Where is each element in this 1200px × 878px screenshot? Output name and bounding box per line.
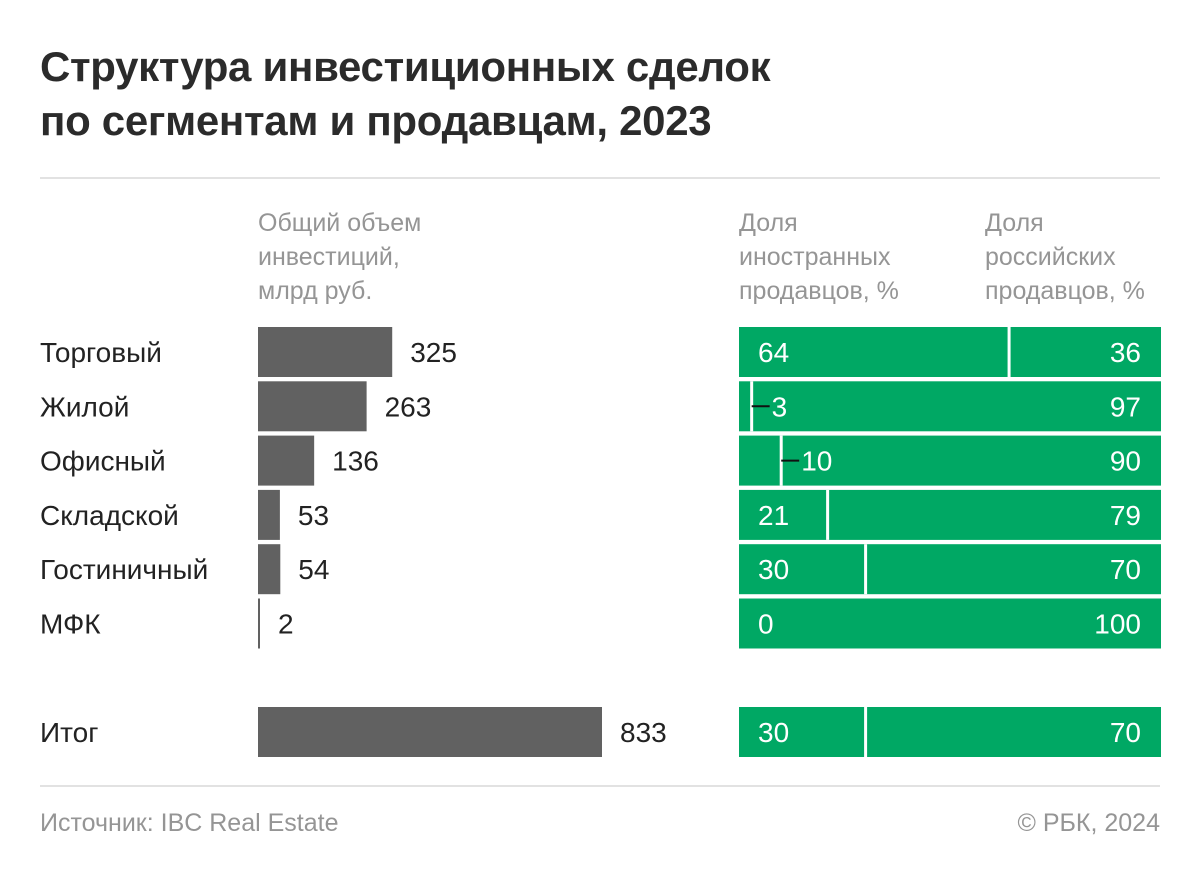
row-4-foreign-label: 21 [758,500,789,531]
row-4-share-divider [826,489,830,540]
row-2-share-bar [739,381,1161,432]
row-6-foreign-label: 0 [758,609,774,640]
row-3-foreign-label: 10 [801,446,832,477]
row-total-share-divider [864,707,868,757]
foreign-header-line-2: иностранных [739,243,891,271]
row-6-label: МФК [40,609,101,640]
row-5-volume-bar [258,544,281,595]
russian-header-line-3: продавцов, % [985,277,1145,305]
row-4-volume-bar [258,489,280,540]
row-4-russian-label: 79 [1110,500,1141,531]
row-6-volume-bar [258,598,260,649]
top-divider [40,177,1160,179]
row-5-foreign-label: 30 [758,554,789,585]
row-1-foreign-label: 64 [758,337,789,368]
row-6-share-bar [739,598,1161,649]
bottom-divider [40,785,1160,787]
row-total-volume-label: 833 [620,717,667,748]
row-3-volume-label: 136 [332,446,379,477]
row-total-russian-label: 70 [1110,717,1141,748]
row-6-russian-label: 100 [1094,609,1141,640]
row-4-label: Складской [40,500,179,531]
row-4-volume-label: 53 [298,500,329,531]
row-5-share-divider [864,544,868,595]
row-2-label: Жилой [40,391,129,422]
volume-header-line-2: инвестиций, [258,243,400,271]
source-note: Источник: IBC Real Estate [40,809,339,837]
foreign-share-column-header: Доля иностранных продавцов, % [739,206,899,308]
row-3-volume-bar [258,435,315,486]
copyright-note: © РБК, 2024 [1017,809,1160,837]
russian-header-line-2: российских [985,243,1116,271]
volume-column-header: Общий объем инвестиций, млрд руб. [258,206,421,308]
row-2-foreign-label: 3 [772,391,788,422]
row-total-volume-bar [258,707,602,757]
row-total-foreign-label: 30 [758,717,789,748]
row-5-volume-label: 54 [298,554,329,585]
foreign-header-line-3: продавцов, % [739,277,899,305]
row-total-share-bar [739,707,1161,757]
row-1-label: Торговый [40,337,162,368]
row-5-share-bar [739,544,1161,595]
row-total-label: Итог [40,717,98,748]
row-1-volume-bar [258,327,393,377]
row-1-share-bar [739,327,1161,377]
title-line-2: по сегментам и продавцам, 2023 [40,97,712,144]
title-line-1: Структура инвестиционных сделок [40,43,771,90]
row-3-label: Офисный [40,446,166,477]
row-1-volume-label: 325 [410,337,457,368]
row-2-volume-label: 263 [385,391,432,422]
chart-title: Структура инвестиционных сделок по сегме… [40,40,1160,148]
volume-header-line-1: Общий объем [258,209,422,237]
row-2-volume-bar [258,381,367,432]
row-5-russian-label: 70 [1110,554,1141,585]
row-3-russian-label: 90 [1110,446,1141,477]
row-4-share-bar [739,489,1161,540]
row-1-share-divider [1007,327,1011,377]
russian-share-column-header: Доля российских продавцов, % [985,206,1145,308]
russian-header-line-1: Доля [985,209,1044,237]
row-5-label: Гостиничный [40,554,208,585]
volume-header-line-3: млрд руб. [258,277,373,305]
row-6-volume-label: 2 [278,609,294,640]
row-2-russian-label: 97 [1110,391,1141,422]
foreign-header-line-1: Доля [739,209,798,237]
row-1-russian-label: 36 [1110,337,1141,368]
row-3-share-bar [739,435,1161,486]
